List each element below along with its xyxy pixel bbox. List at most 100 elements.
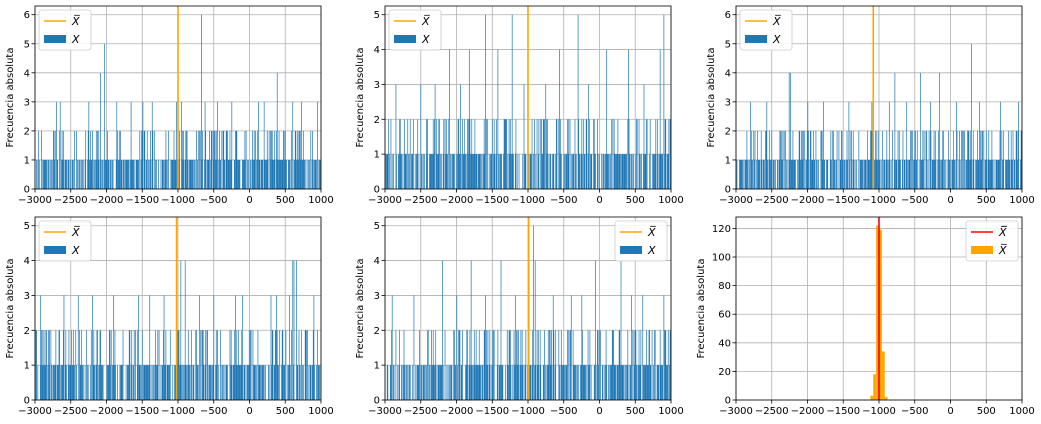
histogram-bar	[666, 365, 668, 400]
histogram-bar	[133, 159, 135, 189]
histogram-bar	[449, 365, 450, 400]
histogram-bar	[983, 130, 985, 189]
histogram-bar	[405, 154, 407, 189]
histogram-bar	[543, 119, 545, 189]
histogram-bar	[431, 365, 433, 400]
histogram-bar	[311, 159, 313, 189]
histogram-bar	[412, 365, 414, 400]
histogram-bar	[1020, 130, 1022, 189]
histogram-bar	[473, 154, 475, 189]
histogram-bar	[119, 365, 121, 400]
histogram-bar	[472, 154, 473, 189]
histogram-bar	[600, 330, 601, 400]
histogram-bar	[638, 330, 640, 400]
histogram-bar	[397, 365, 399, 400]
histogram-bar	[273, 159, 274, 189]
histogram-bar	[225, 130, 227, 189]
histogram-bar	[762, 159, 764, 189]
histogram-bar	[54, 130, 56, 189]
histogram-bar	[54, 365, 56, 400]
histogram-bar	[143, 130, 145, 189]
histogram-bar	[954, 159, 955, 189]
histogram-bar	[197, 130, 199, 189]
histogram-bar	[518, 365, 520, 400]
histogram-bar	[105, 159, 107, 189]
histogram-bar	[244, 130, 246, 189]
histogram-bar	[256, 130, 258, 189]
histogram-bar	[811, 159, 813, 189]
x-tick-label: 0	[947, 195, 953, 206]
histogram-bar	[955, 159, 957, 189]
histogram-bar	[127, 159, 129, 189]
histogram-bar	[950, 159, 952, 189]
histogram-bar	[660, 154, 662, 189]
histogram-bar	[286, 159, 287, 189]
x-tick-label: 0	[246, 406, 252, 417]
histogram-bar	[648, 330, 650, 400]
histogram-bar	[870, 395, 874, 400]
histogram-bar	[247, 365, 249, 400]
x-tick-label: −500	[901, 406, 928, 417]
histogram-bar	[314, 159, 316, 189]
histogram-bar	[107, 159, 109, 189]
histogram-bar	[911, 130, 913, 189]
histogram-bar	[440, 154, 442, 189]
histogram-bar	[208, 365, 210, 400]
histogram-bar	[934, 130, 936, 189]
histogram-bar	[483, 330, 485, 400]
histogram-bar	[566, 365, 568, 400]
histogram-bar	[752, 159, 753, 189]
histogram-bar	[154, 365, 156, 400]
bars	[385, 14, 671, 189]
histogram-bar	[741, 159, 743, 189]
histogram-bar	[193, 365, 195, 400]
histogram-bar	[190, 159, 192, 189]
histogram-bar	[82, 159, 84, 189]
histogram-bar	[181, 365, 182, 400]
histogram-bar	[223, 365, 225, 400]
histogram-bar	[391, 295, 393, 400]
histogram-bar	[112, 365, 113, 400]
histogram-bar	[980, 159, 982, 189]
histogram-bar	[58, 365, 59, 400]
histogram-bar	[294, 130, 296, 189]
histogram-bar	[563, 365, 565, 400]
histogram-bar	[651, 330, 653, 400]
histogram-bar	[876, 130, 878, 189]
histogram-bar	[569, 119, 571, 189]
histogram-bar	[887, 159, 888, 189]
histogram-bar	[885, 159, 887, 189]
histogram-bar	[749, 159, 750, 189]
histogram-bar	[146, 365, 147, 400]
histogram-bar	[217, 330, 218, 400]
histogram-bar	[144, 130, 146, 189]
histogram-bar	[312, 159, 314, 189]
histogram-bar	[186, 365, 187, 400]
histogram-bar	[659, 154, 660, 189]
histogram-bar	[550, 365, 552, 400]
histogram-bar	[664, 330, 665, 400]
histogram-bar	[742, 159, 743, 189]
histogram-bar	[630, 365, 632, 400]
histogram-bar	[555, 154, 557, 189]
histogram-bar	[156, 365, 157, 400]
histogram-bar	[227, 365, 228, 400]
histogram-bar	[999, 130, 1001, 189]
histogram-bar	[573, 365, 575, 400]
histogram-bar	[588, 84, 590, 189]
histogram-bar	[493, 330, 494, 400]
histogram-bar	[125, 365, 127, 400]
legend-box	[38, 220, 92, 262]
histogram-bar	[271, 130, 272, 189]
histogram-bar	[959, 130, 960, 189]
histogram-bar	[923, 159, 924, 189]
histogram-bar	[59, 130, 60, 189]
histogram-bar	[587, 154, 589, 189]
histogram-bar	[664, 119, 666, 189]
histogram-bar	[169, 365, 170, 400]
histogram-bar	[873, 374, 877, 400]
histogram-bar	[485, 365, 487, 400]
histogram-bar	[250, 330, 251, 400]
histogram-bar	[598, 365, 599, 400]
histogram-bar	[130, 365, 132, 400]
